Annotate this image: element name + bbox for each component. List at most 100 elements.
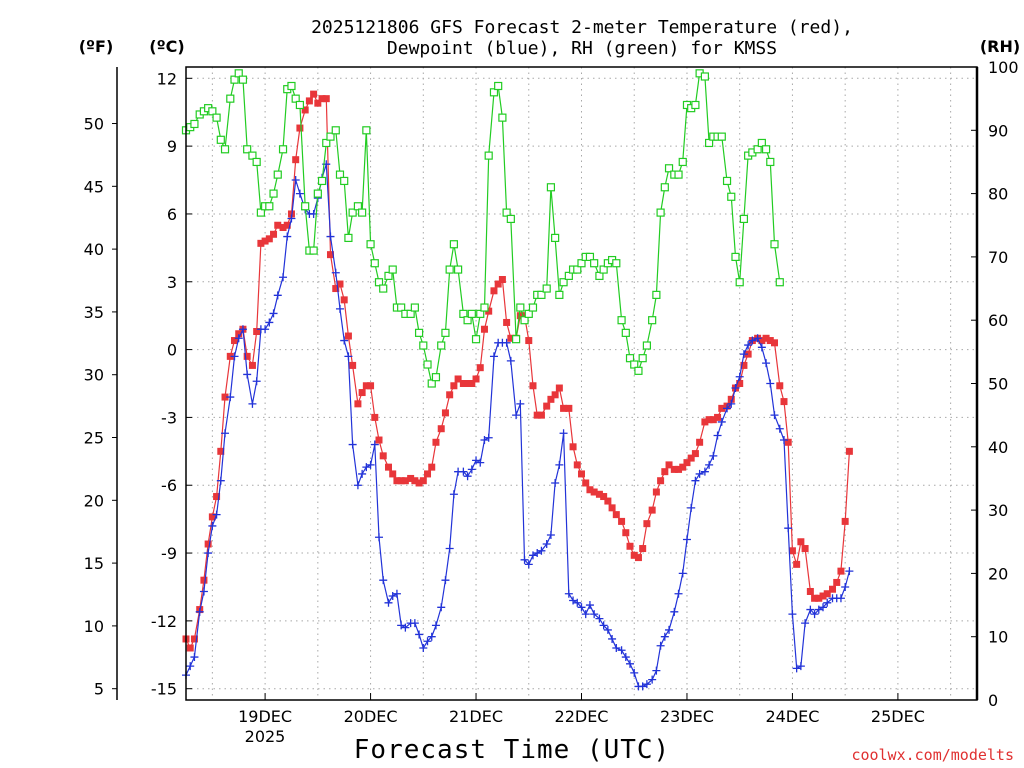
- dewpoint-point: [569, 596, 578, 605]
- rh-point: [388, 265, 397, 274]
- temperature-point: [274, 221, 282, 229]
- dewpoint-point: [796, 662, 805, 671]
- rh-point: [590, 259, 599, 268]
- rh-point: [559, 278, 568, 287]
- dewpoint-point: [190, 653, 199, 662]
- temperature-point: [626, 542, 634, 550]
- temperature-point: [687, 454, 695, 462]
- rh-point: [585, 252, 595, 261]
- f-tick-label: 10: [84, 617, 104, 636]
- dewpoint-point: [775, 424, 784, 433]
- rh-point: [287, 81, 296, 91]
- temperature-point: [560, 404, 568, 412]
- temperature-point: [516, 312, 524, 320]
- temperature-point: [261, 237, 269, 245]
- dewpoint-point: [489, 352, 498, 361]
- temperature-point: [424, 470, 432, 478]
- dewpoint-point: [612, 644, 621, 653]
- temperature-point: [714, 413, 722, 421]
- rh-point: [226, 94, 235, 103]
- f-tick-label: 15: [84, 554, 104, 573]
- celsius-unit-label: (ºC): [149, 37, 184, 56]
- dewpoint-point: [670, 607, 679, 616]
- c-tick-label: 9: [167, 137, 177, 156]
- dewpoint-point: [810, 610, 819, 619]
- dewpoint-point: [295, 189, 304, 198]
- dewpoint-point: [573, 598, 582, 607]
- rh-tick-label: 10: [988, 628, 1008, 647]
- rh-point: [502, 208, 511, 217]
- dewpoint-point: [626, 659, 635, 668]
- dewpoint-point: [801, 619, 810, 628]
- temperature-point: [537, 411, 545, 419]
- dewpoint-point: [524, 560, 533, 569]
- rh-point: [542, 284, 551, 293]
- dewpoint-point: [836, 594, 845, 603]
- rh-tick-label: 80: [988, 185, 1008, 204]
- dewpoint-point: [608, 634, 617, 643]
- rh-point: [353, 202, 363, 211]
- temperature-point: [578, 470, 585, 478]
- temperature-point: [797, 538, 805, 546]
- temperature-point: [428, 463, 436, 471]
- temperature-point: [310, 90, 318, 98]
- dewpoint-point: [814, 605, 823, 614]
- dewpoint-point: [792, 664, 801, 673]
- x-tick-label: 24DEC: [765, 707, 819, 726]
- x-tick-label: 20DEC: [344, 707, 398, 726]
- credit-text: coolwx.com/modelts: [851, 746, 1014, 764]
- rh-point: [230, 75, 239, 84]
- rh-point: [278, 145, 288, 154]
- temperature-point: [758, 337, 766, 345]
- temperature-point: [565, 404, 573, 412]
- temperature-point: [332, 285, 340, 293]
- dewpoint-point: [353, 481, 362, 490]
- dewpoint-point: [506, 356, 515, 365]
- dewpoint-point: [638, 682, 647, 691]
- temperature-point: [503, 318, 511, 326]
- rh-point: [449, 240, 458, 249]
- rh-point: [524, 309, 533, 318]
- rh-point: [208, 107, 217, 116]
- rh-point: [520, 316, 529, 325]
- rh-point: [252, 157, 261, 167]
- dewpoint-point: [216, 476, 225, 485]
- dewpoint-point: [388, 592, 397, 601]
- dewpoint-point: [806, 605, 815, 614]
- temperature-point: [543, 402, 551, 410]
- dewpoint-point: [739, 350, 748, 359]
- f-tick-label: 5: [94, 680, 104, 699]
- rh-point: [476, 309, 485, 318]
- temperature-point: [419, 477, 427, 485]
- temperature-point: [595, 490, 603, 498]
- dewpoint-point: [348, 440, 357, 449]
- grid-lines: [186, 67, 977, 700]
- temperature-point: [573, 461, 581, 469]
- dewpoint-point: [401, 623, 410, 632]
- temperature-point: [318, 95, 326, 103]
- temperature-point: [446, 391, 454, 399]
- dewpoint-point: [652, 666, 661, 675]
- fahrenheit-unit-label: (ºF): [79, 37, 114, 56]
- dewpoint-point: [238, 325, 247, 334]
- c-tick-label: 3: [167, 273, 177, 292]
- dewpoint-point: [410, 619, 419, 628]
- temperature-point: [305, 97, 313, 105]
- temperature-point: [657, 477, 665, 485]
- dewpoint-point: [261, 325, 270, 334]
- rh-point: [678, 157, 687, 167]
- dewpoint-point: [252, 377, 261, 386]
- dewpoint-point: [595, 614, 604, 623]
- c-tick-label: -15: [151, 680, 177, 699]
- temperature-point: [661, 468, 669, 476]
- rh-point: [238, 75, 248, 84]
- rh-point: [512, 335, 521, 344]
- temperature-point: [265, 235, 273, 243]
- temperature-point: [582, 479, 590, 487]
- temperature-point: [727, 395, 735, 403]
- temperature-point: [648, 506, 656, 514]
- dewpoint-point: [362, 463, 371, 472]
- temperature-point: [480, 325, 488, 333]
- dewpoint-point: [445, 544, 454, 553]
- temperature-point: [221, 393, 229, 401]
